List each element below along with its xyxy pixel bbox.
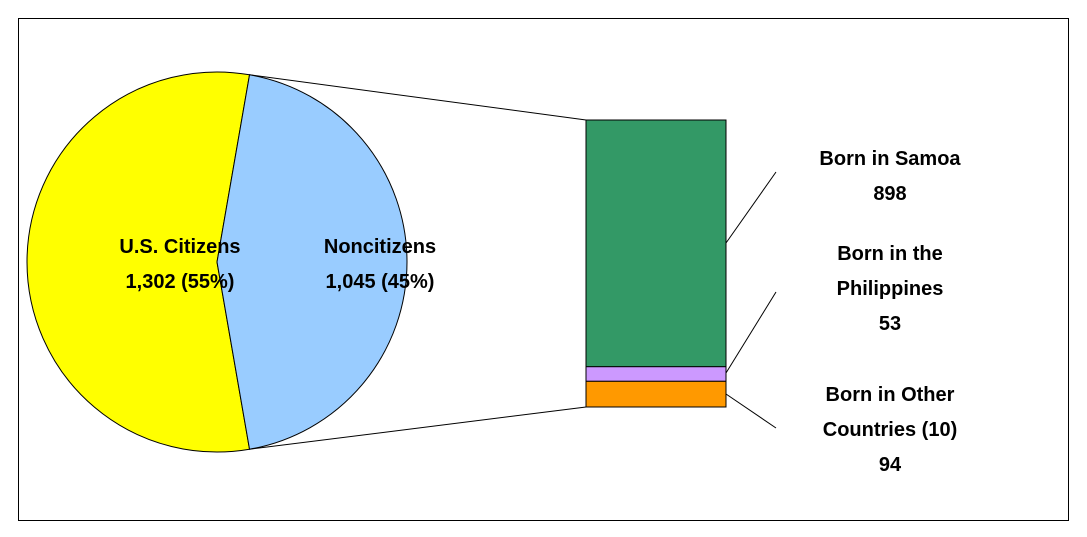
data-label: Born in the Philippines 53 — [785, 237, 995, 342]
label-text: 1,045 (45%) — [325, 271, 435, 293]
label-text: 898 — [873, 183, 907, 205]
data-label: Noncitizens 1,045 (45%) — [280, 230, 480, 300]
leader-line — [725, 171, 777, 244]
label-text: 94 — [878, 454, 902, 476]
data-label: Born in Other Countries (10) 94 — [785, 378, 995, 483]
label-text: 53 — [878, 313, 902, 335]
label-text: 1,302 (55%) — [125, 271, 235, 293]
connector-line — [249, 406, 587, 450]
bar-segment — [585, 380, 727, 408]
label-text: Born in Samoa — [819, 148, 961, 170]
label-text: Born in the Philippines — [836, 243, 944, 300]
bar-segment — [585, 119, 727, 368]
pie-slice — [26, 71, 251, 453]
connector-line — [249, 74, 587, 121]
pie-slice — [216, 74, 408, 450]
label-text: Noncitizens — [323, 236, 437, 258]
leader-line — [725, 393, 777, 429]
label-text: Born in Other Countries (10) — [822, 384, 958, 441]
data-label: Born in Samoa 898 — [785, 142, 995, 212]
data-label: U.S. Citizens 1,302 (55%) — [80, 230, 280, 300]
bar-segment — [585, 366, 727, 382]
leader-line — [725, 291, 777, 374]
label-text: U.S. Citizens — [119, 236, 241, 258]
